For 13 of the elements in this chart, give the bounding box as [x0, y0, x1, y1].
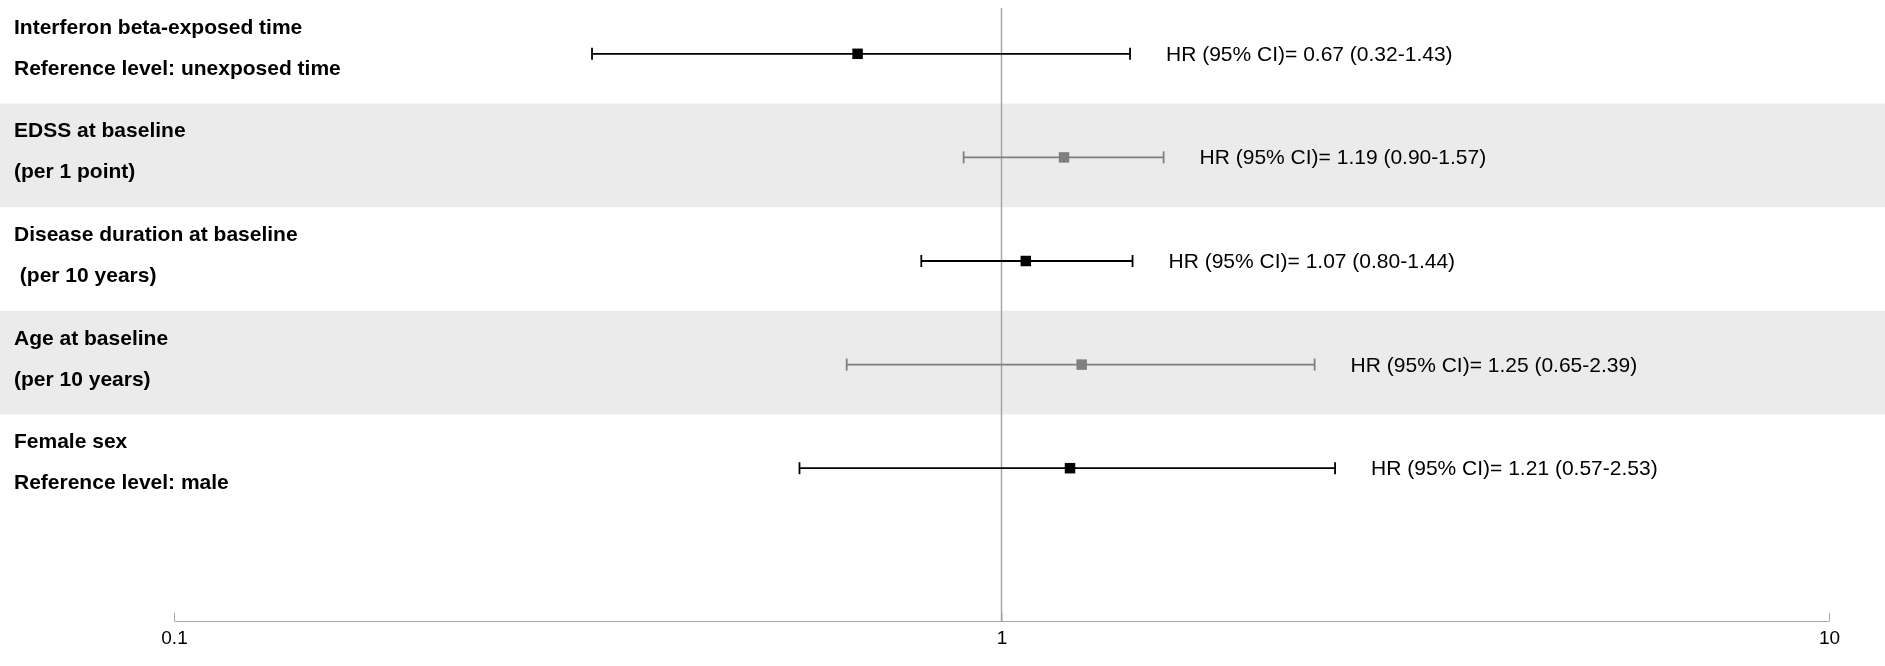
annotation: HR (95% CI)= 1.07 (0.80-1.44) [1168, 249, 1456, 272]
x-tick-label: 1 [996, 627, 1008, 648]
y-tick-label: Disease duration at baseline (per 10 years) [14, 222, 298, 286]
x-tick-label: 0.1 [161, 627, 188, 648]
y-tick-label: Interferon beta-exposed time Reference level: unexposed time [14, 14, 341, 79]
x-tick-label: 10 [1818, 627, 1841, 648]
y-tick-label: Age at baseline (per 10 years) [14, 325, 169, 390]
y-tick-label: EDSS at baseline (per 1 point) [14, 118, 186, 183]
y-tick-label: Female sex Reference level: male [14, 429, 229, 494]
annotation: HR (95% CI)= 1.19 (0.90-1.57) [1199, 145, 1487, 169]
annotation: HR (95% CI)= 0.67 (0.32-1.43) [1166, 41, 1453, 65]
annotation: HR (95% CI)= 1.21 (0.57-2.53) [1371, 456, 1658, 480]
annotation: HR (95% CI)= 1.25 (0.65-2.39) [1350, 352, 1638, 376]
